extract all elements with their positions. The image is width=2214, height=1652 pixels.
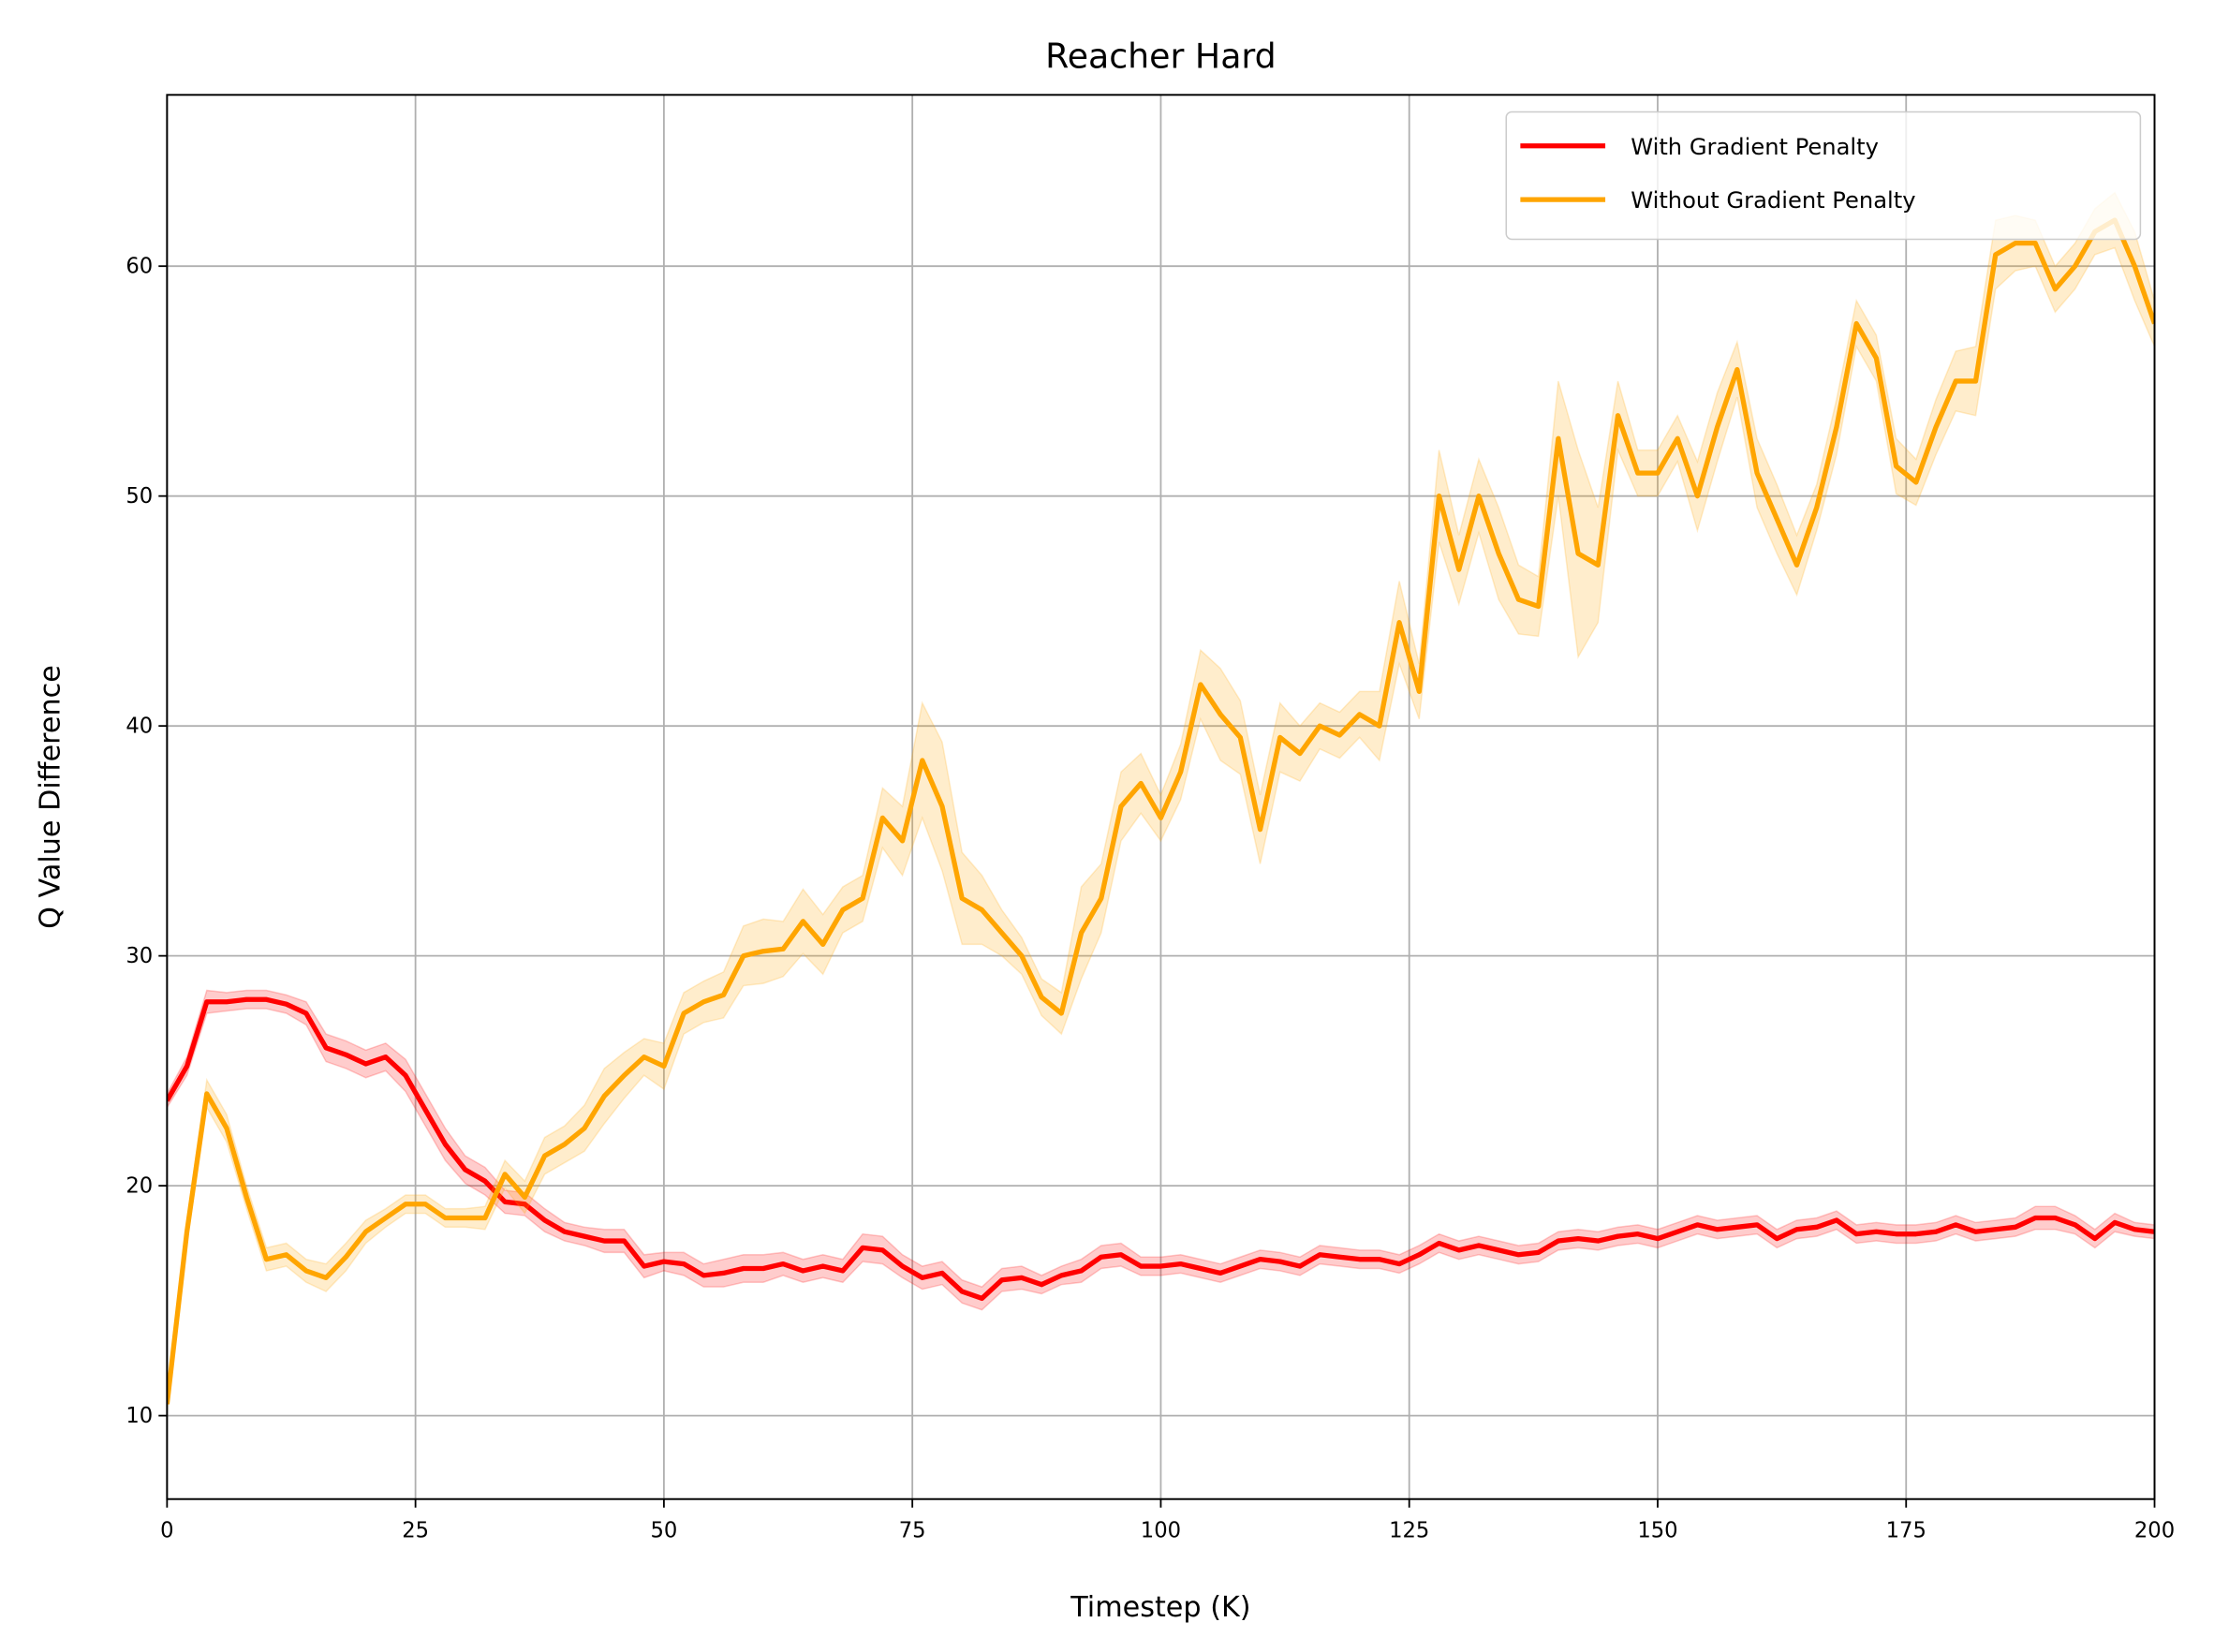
error-band (167, 191, 2155, 1411)
y-tick-label: 10 (125, 1404, 153, 1428)
x-tick-label: 75 (899, 1519, 926, 1543)
x-tick-label: 175 (1886, 1519, 1926, 1543)
x-axis-label: Timestep (K) (1070, 1591, 1250, 1624)
y-tick-label: 20 (125, 1174, 153, 1199)
x-tick-label: 150 (1637, 1519, 1677, 1543)
y-tick-label: 60 (125, 255, 153, 279)
y-tick-label: 30 (125, 944, 153, 968)
legend-label: With Gradient Penalty (1631, 134, 1879, 160)
legend-label: Without Gradient Penalty (1631, 187, 1915, 214)
y-tick-label: 50 (125, 484, 153, 509)
legend-box (1505, 111, 2142, 241)
plot-frame (166, 94, 2156, 1500)
chart-title: Reacher Hard (1045, 37, 1277, 77)
x-tick-label: 0 (160, 1519, 173, 1543)
series-group (167, 191, 2155, 1411)
x-tick-label: 200 (2134, 1519, 2175, 1543)
y-axis-label: Q Value Difference (34, 665, 66, 929)
line (167, 996, 2155, 1302)
x-tick-label: 25 (402, 1519, 429, 1543)
line (167, 217, 2155, 1405)
y-tick-label: 40 (125, 715, 153, 739)
x-tick-label: 100 (1141, 1519, 1181, 1543)
error-band (167, 989, 2155, 1311)
x-tick-label: 50 (650, 1519, 677, 1543)
x-tick-label: 125 (1389, 1519, 1429, 1543)
